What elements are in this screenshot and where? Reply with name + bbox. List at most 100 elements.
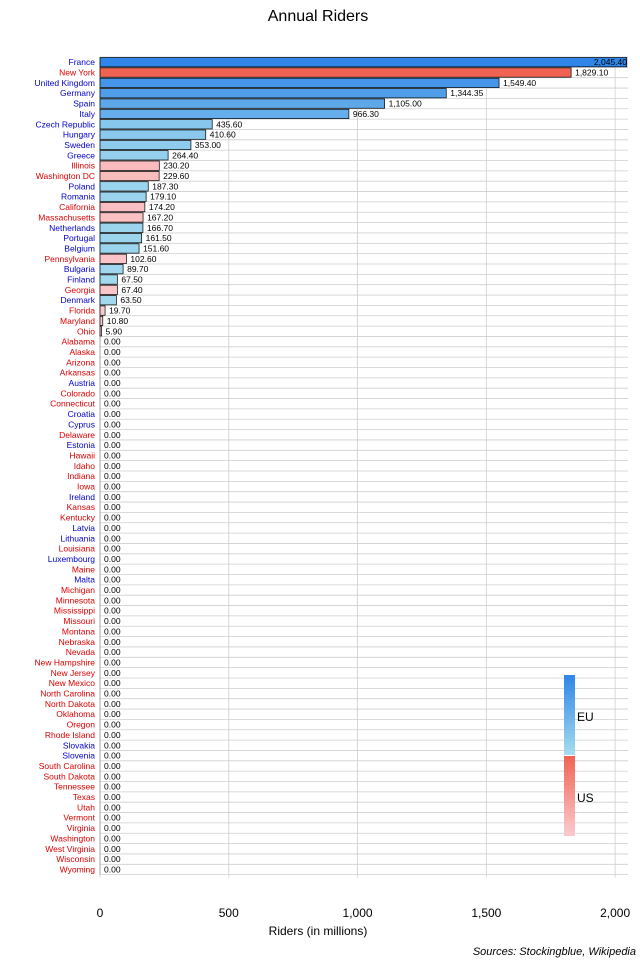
value-label: 0.00 [104,347,121,357]
category-label: Netherlands [49,223,95,233]
value-label: 0.00 [104,337,121,347]
value-label: 0.00 [104,554,121,564]
bar-florida [99,305,106,316]
category-label: Rhode Island [45,730,95,740]
bar-california [99,202,146,213]
bar-italy [99,108,350,119]
category-label: Iowa [77,482,95,492]
value-label: 167.20 [147,212,173,222]
category-label: Colorado [61,388,96,398]
value-label: 966.30 [353,109,379,119]
category-label: Wyoming [60,864,96,874]
value-label: 0.00 [104,357,121,367]
bar-netherlands [99,222,144,233]
category-label: New York [59,68,96,78]
category-label: New Mexico [49,678,96,688]
category-label: Oklahoma [56,709,95,719]
value-label: 0.00 [104,409,121,419]
legend: EU US [564,675,594,836]
category-label: Nebraska [59,637,96,647]
bar-portugal [99,233,142,244]
value-label: 0.00 [104,657,121,667]
x-axis-ticks: 0 500 1,000 1,500 2,000 [97,906,631,920]
value-label: 166.70 [147,223,173,233]
category-label: Massachusetts [38,212,95,222]
category-label: Ohio [77,326,95,336]
category-label: Arkansas [60,368,95,378]
value-label: 0.00 [104,461,121,471]
value-label: 5.90 [106,326,123,336]
category-label: Italy [79,109,95,119]
category-label: Ireland [69,492,95,502]
legend-swatch-eu [564,675,575,755]
x-tick-label: 0 [97,906,104,920]
value-label: 0.00 [104,450,121,460]
value-label: 410.60 [210,130,236,140]
value-label: 0.00 [104,616,121,626]
category-label: United Kingdom [35,78,95,88]
value-label: 0.00 [104,430,121,440]
value-label: 0.00 [104,523,121,533]
value-label: 67.40 [121,285,143,295]
bar-greece [99,150,169,161]
bar-maryland [99,315,104,326]
bar-finland [99,274,118,285]
value-label: 151.60 [143,243,169,253]
category-label: California [59,202,95,212]
value-label: 89.70 [127,264,149,274]
category-label: Hungary [63,130,96,140]
category-label: Louisiana [59,544,96,554]
value-label: 1,105.00 [389,99,422,109]
category-label: Pennsylvania [44,254,95,264]
x-axis-title: Riders (in millions) [269,924,368,938]
x-tick-label: 500 [219,906,239,920]
value-label: 0.00 [104,378,121,388]
value-label: 0.00 [104,771,121,781]
bar-new-york [99,67,572,78]
category-label: Poland [69,181,96,191]
category-label: Oregon [67,720,96,730]
category-label: Slovakia [63,740,95,750]
value-label: 0.00 [104,813,121,823]
category-label: Idaho [74,461,96,471]
category-label: Montana [62,626,95,636]
category-label: Austria [69,378,96,388]
value-label: 1,829.10 [575,68,608,78]
value-label: 0.00 [104,368,121,378]
bar-france [99,57,628,68]
value-label: 0.00 [104,864,121,874]
category-label: Czech Republic [35,119,95,129]
x-tick-label: 2,000 [600,906,630,920]
bar-spain [99,98,385,109]
category-label: Estonia [67,440,96,450]
category-label: Texas [73,792,95,802]
value-label: 1,344.35 [450,88,483,98]
category-label: Vermont [63,813,95,823]
category-label: South Carolina [39,761,96,771]
category-label: Greece [67,150,95,160]
value-label: 0.00 [104,513,121,523]
category-label: Finland [67,275,95,285]
value-label: 0.00 [104,844,121,854]
category-label: Alabama [61,337,95,347]
value-label: 0.00 [104,761,121,771]
category-label: Cyprus [68,419,95,429]
bar-washington-dc [99,171,160,182]
value-label: 63.50 [120,295,142,305]
value-label: 0.00 [104,492,121,502]
value-label: 264.40 [172,150,198,160]
value-label: 0.00 [104,782,121,792]
bar-ohio [99,326,102,337]
category-label: Germany [60,88,96,98]
value-label: 179.10 [150,192,176,202]
bar-germany [99,88,447,99]
value-label: 0.00 [104,823,121,833]
category-label: North Carolina [40,689,95,699]
value-label: 0.00 [104,440,121,450]
value-label: 0.00 [104,647,121,657]
value-label: 19.70 [109,306,131,316]
category-label: Slovenia [62,751,95,761]
value-label: 0.00 [104,637,121,647]
category-label: Nevada [66,647,96,657]
